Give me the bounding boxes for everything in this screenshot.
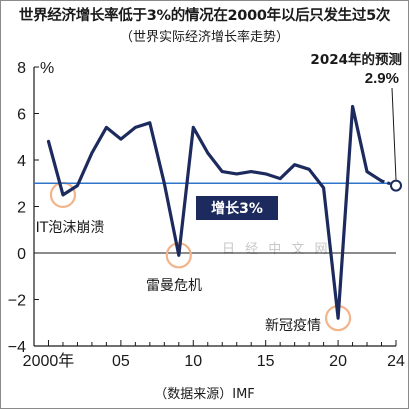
y-tick-label: 6 <box>17 107 26 124</box>
annotation-label: 雷曼危机 <box>146 278 202 294</box>
x-tick-label: 15 <box>257 353 275 370</box>
forecast-leader-line <box>391 87 397 180</box>
chart-title: 世界经济增长率低于3%的情况在2000年以后只发生过5次 <box>18 8 391 24</box>
chart-subtitle: （世界实际经济增长率走势） <box>119 30 289 45</box>
y-tick-label: 0 <box>17 246 26 263</box>
annotation-label: 新冠疫情 <box>265 318 321 334</box>
y-axis-unit: % <box>40 60 54 77</box>
x-tick-label: 2000年 <box>23 352 75 370</box>
y-tick-label: −4 <box>8 339 26 356</box>
reference-label: 增长3% <box>211 200 263 217</box>
forecast-value-label: 2.9% <box>365 70 399 87</box>
forecast-label: 2024年的预测 <box>310 51 402 68</box>
source-note: （数据来源）IMF <box>154 387 255 402</box>
x-tick-label: 20 <box>329 353 347 370</box>
reference-label-box <box>196 196 278 220</box>
x-tick-label: 10 <box>184 353 202 370</box>
growth-rate-line <box>46 104 384 320</box>
forecast-point <box>390 179 402 192</box>
y-tick-label: 2 <box>17 200 26 217</box>
x-tick-label: 24 <box>387 353 405 370</box>
x-tick-label: 05 <box>112 353 130 370</box>
annotation-label: IT泡沫崩溃 <box>36 220 105 236</box>
y-tick-label: 8 <box>17 60 26 77</box>
y-tick-label: 4 <box>17 153 26 170</box>
y-tick-label: −2 <box>8 293 26 310</box>
